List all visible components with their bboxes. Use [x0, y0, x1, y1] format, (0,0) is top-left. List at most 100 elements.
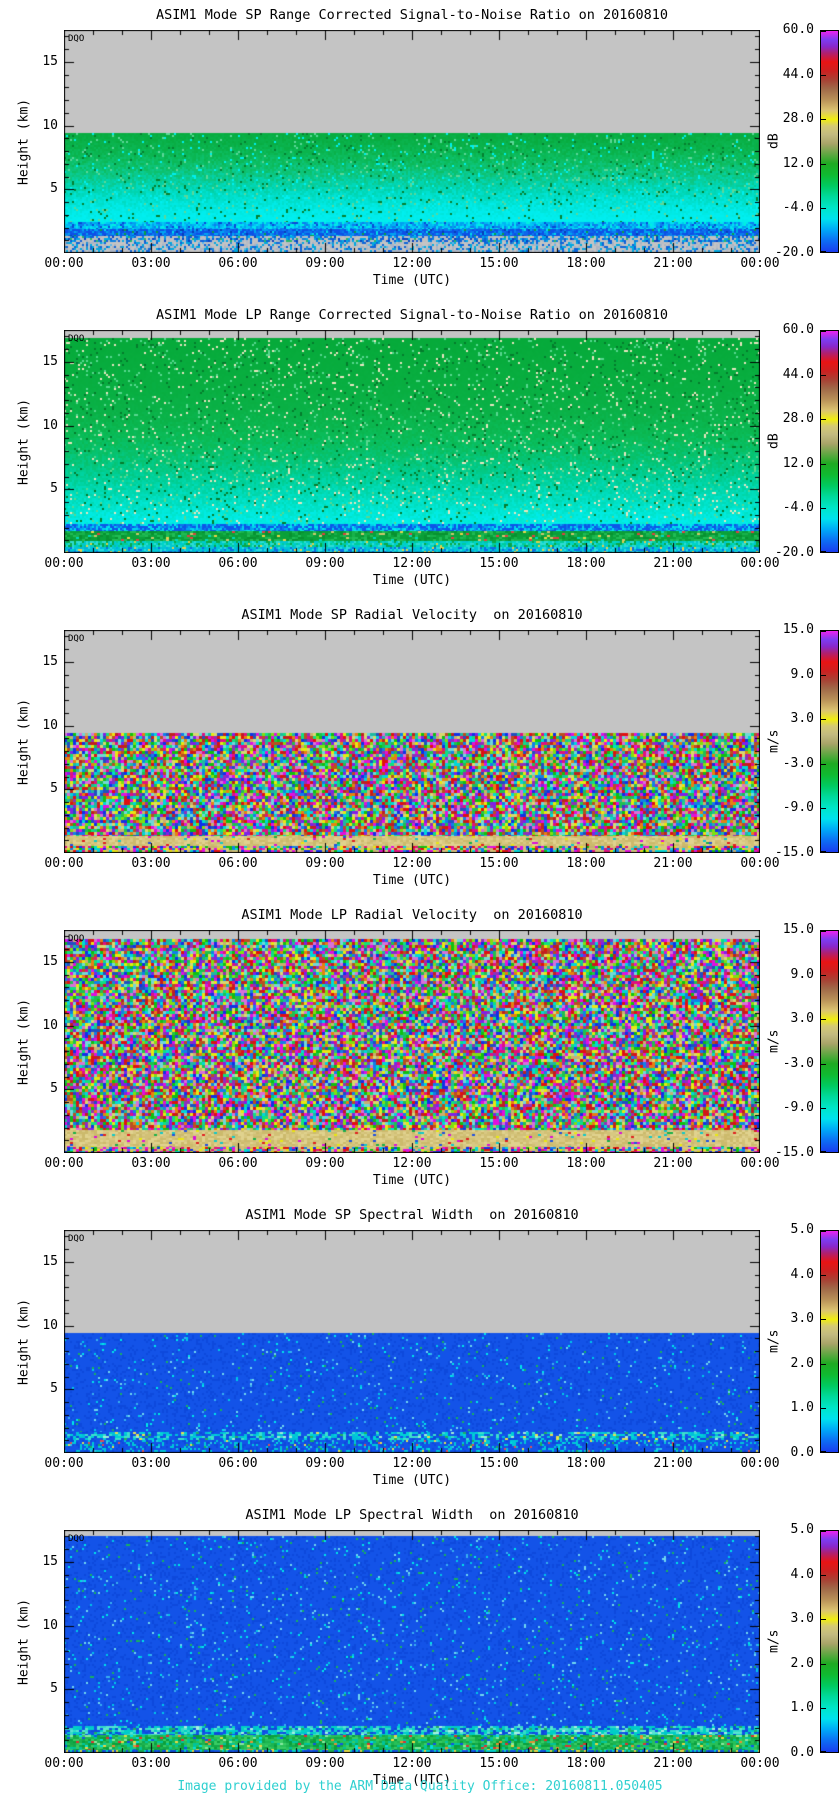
x-axis-label: Time (UTC) [372, 573, 452, 588]
heatmap-canvas [64, 930, 760, 1153]
colorbar: 15.0 9.0 3.0 -3.0 -9.0 -15.0 [775, 922, 839, 1160]
colorbar-gradient [820, 930, 839, 1153]
x-tick-label: 00:00 [44, 556, 84, 571]
colorbar-tick-label: 3.0 [790, 711, 814, 727]
x-tick-label: 09:00 [305, 1756, 345, 1771]
colorbar-tick-mark [821, 1619, 826, 1620]
colorbar-tick-label: 12.0 [782, 155, 814, 171]
colorbar-tick-mark [821, 808, 826, 809]
colorbar-gradient [820, 330, 839, 553]
colorbar: 60.0 44.0 28.0 12.0 -4.0 -20.0 [775, 22, 839, 260]
x-tick-label: 00:00 [44, 856, 84, 871]
colorbar-tick-mark [821, 1151, 826, 1152]
y-tick-label: 15 [42, 353, 58, 369]
y-tick-label: 10 [42, 717, 58, 733]
x-tick-label: 12:00 [392, 256, 432, 271]
colorbar-tick-label: -9.0 [782, 800, 814, 816]
x-tick-label: 00:00 [44, 1156, 84, 1171]
x-tick-label: 12:00 [392, 856, 432, 871]
x-tick-label: 12:00 [392, 556, 432, 571]
colorbar-tick-mark [821, 719, 826, 720]
colorbar-tick-label: 0.0 [790, 1445, 814, 1460]
colorbar-tick-label: 15.0 [782, 922, 814, 937]
colorbar-tick-mark [821, 1108, 826, 1109]
colorbar-tick-label: 60.0 [782, 322, 814, 337]
x-tick-label: 09:00 [305, 856, 345, 871]
colorbar-tick-label: 9.0 [790, 666, 814, 682]
x-axis-label: Time (UTC) [372, 273, 452, 288]
colorbar-unit-label: dB [766, 133, 782, 150]
colorbar-tick-mark [821, 764, 826, 765]
colorbar-tick-label: 5.0 [790, 1222, 814, 1237]
colorbar-tick-mark [821, 631, 826, 632]
panel-lp-spectral-width: ASIM1 Mode LP Spectral Width on 20160810… [0, 1500, 840, 1800]
colorbar-tick-label: 4.0 [790, 1566, 814, 1582]
y-tick-label: 15 [42, 1253, 58, 1269]
colorbar-tick-label: -15.0 [774, 845, 814, 860]
x-axis-label: Time (UTC) [372, 1473, 452, 1488]
colorbar-tick-mark [821, 1319, 826, 1320]
colorbar-tick-label: -20.0 [774, 545, 814, 560]
y-tick-label: 10 [42, 1617, 58, 1633]
x-tick-label: 06:00 [218, 1156, 258, 1171]
dqo-label: DQO [68, 1534, 85, 1544]
colorbar-unit-label: m/s [766, 1329, 782, 1354]
x-axis-label: Time (UTC) [372, 1173, 452, 1188]
heatmap-canvas [64, 30, 760, 253]
heatmap-canvas [64, 1530, 760, 1753]
colorbar-tick-mark [821, 1575, 826, 1576]
colorbar-unit-label: m/s [766, 1629, 782, 1654]
attribution-text: Image provided by the ARM Data Quality O… [177, 1779, 663, 1794]
colorbar-gradient [820, 1530, 839, 1753]
x-tick-label: 09:00 [305, 256, 345, 271]
colorbar-tick-label: 4.0 [790, 1266, 814, 1282]
x-tick-label: 09:00 [305, 556, 345, 571]
x-tick-label: 18:00 [566, 256, 606, 271]
colorbar-tick-mark [821, 331, 826, 332]
panel-title: ASIM1 Mode SP Spectral Width on 20160810 [245, 1207, 579, 1223]
dqo-label: DQO [68, 634, 85, 644]
colorbar-tick-mark [821, 1064, 826, 1065]
panel-title: ASIM1 Mode LP Radial Velocity on 2016081… [241, 907, 583, 923]
colorbar-tick-label: 44.0 [782, 366, 814, 382]
y-tick-label: 10 [42, 1017, 58, 1033]
x-tick-label: 06:00 [218, 256, 258, 271]
x-tick-label: 12:00 [392, 1756, 432, 1771]
colorbar-tick-label: 5.0 [790, 1522, 814, 1537]
panel-sp-radial-velocity: ASIM1 Mode SP Radial Velocity on 2016081… [0, 600, 840, 900]
x-tick-label: 00:00 [44, 1456, 84, 1471]
plot-area: DQO Height (km) Time (UTC) 15.0 9.0 3.0 -3.… [17, 922, 839, 1188]
x-tick-label: 03:00 [131, 1756, 171, 1771]
plot-area: DQO Height (km) Time (UTC) 5.0 4.0 3.0 2.0 1… [17, 1222, 839, 1488]
dqo-label: DQO [68, 34, 85, 44]
x-tick-label: 21:00 [653, 856, 693, 871]
colorbar-tick-mark [821, 508, 826, 509]
colorbar-tick-label: -4.0 [782, 200, 814, 216]
colorbar: 5.0 4.0 3.0 2.0 1.0 0.0 [791, 1522, 839, 1760]
colorbar-tick-mark [821, 551, 826, 552]
colorbar-tick-mark [821, 251, 826, 252]
x-tick-label: 06:00 [218, 1456, 258, 1471]
colorbar-tick-label: 2.0 [790, 1355, 814, 1371]
colorbar-tick-mark [821, 1231, 826, 1232]
colorbar-tick-label: 3.0 [790, 1011, 814, 1027]
colorbar-tick-label: -4.0 [782, 500, 814, 516]
x-tick-label: 18:00 [566, 1456, 606, 1471]
colorbar-tick-mark [821, 1751, 826, 1752]
x-tick-label: 21:00 [653, 256, 693, 271]
plot-area: DQO Height (km) Time (UTC) 60.0 44.0 28.0 1… [17, 22, 839, 288]
colorbar-tick-mark [821, 119, 826, 120]
panel-title: ASIM1 Mode SP Range Corrected Signal-to-… [155, 7, 669, 23]
colorbar-tick-label: 60.0 [782, 22, 814, 37]
colorbar-tick-label: -20.0 [774, 245, 814, 260]
colorbar-tick-mark [821, 1019, 826, 1020]
x-tick-label: 15:00 [479, 1156, 519, 1171]
plot-area: DQO Height (km) Time (UTC) 60.0 44.0 28.0 1… [17, 322, 839, 588]
y-tick-label: 10 [42, 1317, 58, 1333]
y-tick-label: 15 [42, 1553, 58, 1569]
panel-sp-spectral-width: ASIM1 Mode SP Spectral Width on 20160810… [0, 1200, 840, 1500]
colorbar-tick-mark [821, 1408, 826, 1409]
x-tick-label: 00:00 [740, 556, 780, 571]
colorbar-tick-mark [821, 75, 826, 76]
